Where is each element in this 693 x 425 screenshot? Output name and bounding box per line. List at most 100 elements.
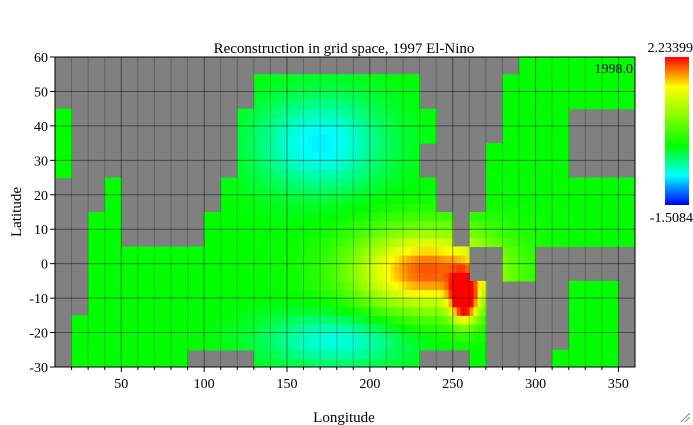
heatmap-cell — [253, 263, 259, 273]
heatmap-cell — [303, 177, 309, 187]
heatmap-cell — [448, 220, 454, 230]
heatmap-cell — [601, 74, 607, 84]
heatmap-cell — [560, 177, 566, 187]
heatmap-cell — [614, 341, 620, 351]
heatmap-cell — [564, 74, 570, 84]
heatmap-cell — [282, 220, 288, 230]
heatmap-cell — [572, 82, 578, 93]
heatmap-cell — [229, 315, 234, 325]
heatmap-cell — [403, 315, 408, 325]
heatmap-cell — [390, 168, 396, 179]
heatmap-cell — [287, 246, 292, 256]
heatmap-cell — [527, 117, 533, 127]
heatmap-cell — [150, 246, 156, 256]
heatmap-cell — [423, 203, 429, 213]
heatmap-cell — [589, 306, 595, 316]
heatmap-cell — [415, 186, 421, 196]
heatmap-cell — [307, 229, 313, 239]
heatmap-cell — [129, 246, 135, 256]
heatmap-cell — [100, 358, 106, 367]
heatmap-cell — [241, 194, 247, 204]
heatmap-cell — [295, 125, 301, 136]
heatmap-cell — [349, 358, 354, 367]
heatmap-cell — [473, 315, 479, 325]
heatmap-cell — [316, 91, 321, 101]
heatmap-cell — [125, 289, 131, 299]
heatmap-cell — [278, 100, 284, 110]
heatmap-cell — [415, 194, 421, 204]
heatmap-cell — [179, 263, 185, 273]
heatmap-cell — [166, 280, 172, 291]
heatmap-cell — [216, 306, 222, 316]
heatmap-cell — [303, 220, 309, 230]
heatmap-cell — [278, 272, 284, 282]
heatmap-cell — [212, 315, 218, 325]
heatmap-cell — [133, 280, 139, 291]
heatmap-cell — [585, 358, 591, 367]
heatmap-cell — [411, 323, 417, 334]
heatmap-cell — [303, 263, 309, 273]
heatmap-cell — [316, 306, 321, 316]
heatmap-cell — [229, 280, 234, 291]
heatmap-cell — [316, 289, 321, 299]
heatmap-cell — [589, 332, 595, 342]
heatmap-cell — [245, 117, 251, 127]
heatmap-cell — [514, 91, 520, 101]
heatmap-cell — [258, 212, 263, 222]
heatmap-cell — [519, 263, 524, 273]
heatmap-cell — [249, 289, 255, 299]
heatmap-cell — [345, 280, 350, 291]
heatmap-cell — [183, 263, 189, 273]
heatmap-cell — [311, 341, 317, 351]
heatmap-cell — [316, 272, 321, 282]
heatmap-cell — [113, 194, 118, 204]
heatmap-cell — [361, 74, 367, 84]
heatmap-cell — [369, 151, 375, 161]
heatmap-cell — [253, 143, 259, 153]
heatmap-cell — [361, 263, 367, 273]
heatmap-cell — [100, 280, 106, 291]
heatmap-cell — [552, 117, 557, 127]
heatmap-cell — [427, 237, 433, 248]
heatmap-cell — [589, 298, 595, 308]
heatmap-cell — [419, 117, 425, 127]
heatmap-cell — [113, 203, 118, 213]
heatmap-cell — [527, 229, 533, 239]
heatmap-cell — [610, 194, 615, 204]
heatmap-cell — [469, 229, 475, 239]
heatmap-cell — [382, 160, 388, 170]
heatmap-cell — [320, 91, 325, 101]
heatmap-cell — [577, 229, 582, 239]
heatmap-cell — [411, 91, 417, 101]
heatmap-cell — [258, 280, 263, 291]
heatmap-cell — [336, 246, 342, 256]
heatmap-cell — [361, 289, 367, 299]
heatmap-cell — [266, 298, 272, 308]
heatmap-cell — [274, 358, 280, 367]
heatmap-cell — [461, 323, 466, 334]
heatmap-cell — [502, 82, 508, 93]
heatmap-cell — [121, 298, 127, 308]
heatmap-cell — [324, 237, 330, 248]
heatmap-cell — [386, 298, 392, 308]
heatmap-cell — [278, 358, 284, 367]
heatmap-cell — [519, 203, 524, 213]
heatmap-cell — [448, 289, 454, 299]
heatmap-cell — [597, 237, 603, 248]
heatmap-cell — [415, 108, 421, 118]
heatmap-cell — [394, 237, 400, 248]
heatmap-cell — [96, 358, 102, 367]
heatmap-cell — [357, 349, 363, 359]
heatmap-cell — [597, 298, 603, 308]
heatmap-cell — [270, 143, 276, 153]
heatmap-cell — [253, 82, 259, 93]
heatmap-cell — [253, 280, 259, 291]
heatmap-cell — [407, 177, 412, 187]
heatmap-cell — [150, 323, 156, 334]
heatmap-cell — [345, 358, 350, 367]
heatmap-cell — [332, 220, 338, 230]
heatmap-cell — [150, 332, 156, 342]
resize-grip-icon[interactable] — [679, 411, 691, 423]
heatmap-cell — [407, 332, 412, 342]
heatmap-cell — [88, 323, 93, 334]
